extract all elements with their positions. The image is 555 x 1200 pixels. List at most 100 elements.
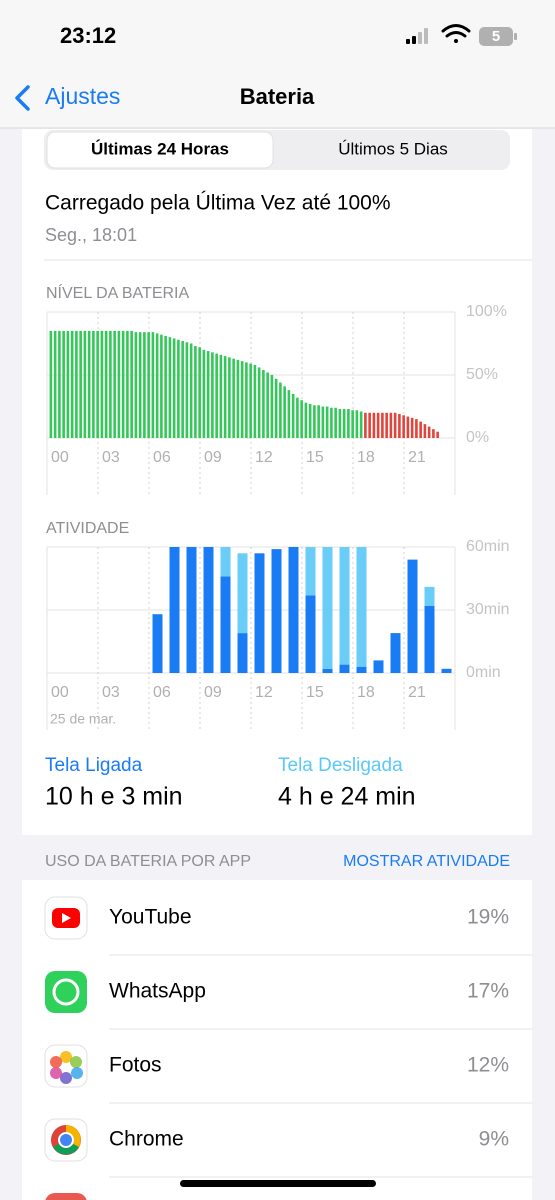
- bar: [376, 412, 380, 438]
- bar: [342, 409, 346, 438]
- bar: [325, 406, 329, 438]
- app-icon: [44, 896, 88, 940]
- bar: [338, 409, 342, 438]
- bar: [385, 412, 388, 438]
- bar: [249, 363, 252, 438]
- y-tick-label: 60min: [466, 538, 510, 555]
- x-tick-label: 12: [255, 449, 273, 466]
- app-percent: 9%: [479, 1128, 509, 1151]
- bar-segment: [356, 547, 367, 667]
- section-title: USO DA BATERIA POR APP: [45, 853, 251, 870]
- bar: [219, 354, 223, 438]
- app-icon: [45, 971, 87, 1013]
- bar-segment: [424, 605, 435, 673]
- bar: [109, 330, 112, 438]
- bar-segment: [186, 547, 197, 673]
- bar: [211, 352, 214, 438]
- bar: [287, 390, 291, 438]
- bar-segment: [288, 547, 299, 673]
- segment-selected[interactable]: [46, 131, 274, 169]
- bar: [181, 340, 184, 438]
- bar: [92, 330, 95, 438]
- nav-title: Bateria: [240, 84, 315, 109]
- app-name[interactable]: WhatsApp: [109, 980, 206, 1003]
- bar-segment: [424, 586, 435, 606]
- bar: [398, 414, 401, 438]
- bar: [253, 364, 257, 438]
- bar: [206, 351, 210, 438]
- bar: [372, 412, 376, 438]
- y-tick-label: 30min: [466, 601, 510, 618]
- chart-title: ATIVIDADE: [46, 520, 129, 537]
- app-name[interactable]: YouTube: [109, 906, 192, 929]
- bar-segment: [441, 668, 452, 673]
- bar: [215, 353, 218, 438]
- bar: [419, 421, 422, 438]
- total-value: 4 h e 24 min: [278, 783, 416, 811]
- bar: [279, 382, 282, 438]
- bar: [308, 403, 312, 438]
- bar: [389, 412, 393, 438]
- bar: [262, 369, 265, 438]
- chart-title: NÍVEL DA BATERIA: [46, 283, 189, 302]
- bar: [359, 411, 363, 438]
- segment[interactable]: Últimos 5 Dias: [338, 139, 448, 158]
- bar-segment: [356, 666, 367, 673]
- app-icon: [44, 1044, 88, 1088]
- bar: [49, 330, 53, 438]
- back-chevron[interactable]: [15, 85, 30, 111]
- bar: [283, 386, 286, 438]
- bar: [189, 343, 193, 438]
- bar: [138, 332, 142, 438]
- bar-segment: [271, 549, 282, 673]
- x-tick-label: 00: [51, 684, 69, 701]
- app-percent: 17%: [467, 980, 509, 1003]
- bar: [53, 330, 57, 438]
- bar: [355, 410, 359, 438]
- bar-segment: [169, 547, 180, 673]
- bar: [406, 416, 410, 438]
- x-tick-label: 09: [204, 684, 222, 701]
- show-activity[interactable]: MOSTRAR ATIVIDADE: [343, 853, 510, 870]
- bar-segment: [339, 547, 350, 665]
- bar: [364, 412, 367, 438]
- bar: [66, 330, 70, 438]
- total-value: 10 h e 3 min: [45, 783, 183, 811]
- back-button[interactable]: Ajustes: [45, 83, 120, 109]
- bar: [87, 330, 91, 438]
- x-tick-label: 18: [357, 449, 375, 466]
- date-annotation: 25 de mar.: [50, 711, 116, 727]
- bar-segment: [322, 547, 333, 669]
- bar: [432, 429, 435, 438]
- bar: [245, 362, 248, 438]
- bar: [427, 426, 431, 438]
- bar-segment: [220, 576, 231, 673]
- y-tick-label: 0%: [466, 429, 489, 446]
- x-tick-label: 06: [153, 684, 171, 701]
- segment[interactable]: Últimas 24 Horas: [91, 139, 229, 158]
- bar-segment: [339, 664, 350, 673]
- bar: [321, 406, 325, 438]
- bar: [347, 409, 350, 438]
- bar: [70, 330, 74, 438]
- bar: [104, 330, 108, 438]
- bar-segment: [322, 668, 333, 673]
- app-name[interactable]: Chrome: [109, 1128, 184, 1151]
- y-tick-label: 0min: [466, 664, 501, 681]
- x-tick-label: 15: [306, 449, 324, 466]
- bar: [185, 342, 189, 438]
- header-bg: [0, 0, 555, 128]
- app-name[interactable]: Fotos: [109, 1054, 162, 1077]
- app-list: [22, 880, 532, 1200]
- bar-segment: [305, 547, 316, 596]
- bar: [134, 332, 138, 438]
- legend-label: Tela Ligada: [45, 755, 143, 776]
- bar: [155, 333, 159, 438]
- battery-level: 5: [492, 28, 500, 45]
- bar: [296, 397, 299, 438]
- bar: [274, 378, 278, 438]
- bar: [151, 332, 155, 438]
- bar-segment: [305, 595, 316, 673]
